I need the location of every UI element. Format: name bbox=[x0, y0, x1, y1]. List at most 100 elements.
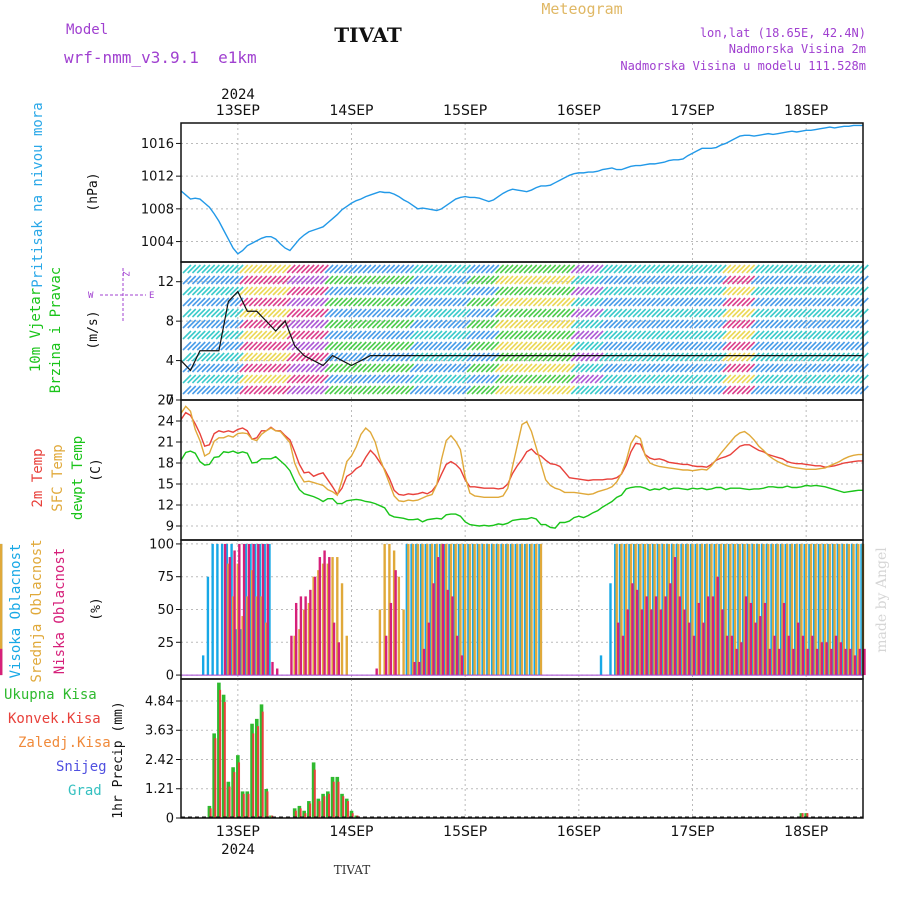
wind-barb bbox=[528, 341, 538, 351]
wind-barb bbox=[793, 308, 803, 318]
wind-barb bbox=[575, 308, 585, 318]
wind-barb bbox=[457, 286, 467, 296]
wind-barb bbox=[547, 297, 557, 307]
wind-barb bbox=[428, 275, 438, 285]
wind-barb bbox=[433, 275, 443, 285]
wind-barb bbox=[779, 319, 789, 329]
wind-barb bbox=[300, 374, 310, 384]
wind-barb bbox=[381, 275, 391, 285]
cloud-bar-high bbox=[855, 543, 858, 676]
cloud-bar-high bbox=[727, 543, 731, 676]
day-label-top: 16SEP bbox=[557, 103, 601, 119]
wind-barb bbox=[585, 319, 595, 329]
wind-barb bbox=[656, 297, 666, 307]
wind-barb bbox=[244, 352, 254, 362]
wind-barb bbox=[684, 330, 694, 340]
wind-barb bbox=[414, 330, 424, 340]
wind-barb bbox=[845, 330, 855, 340]
wind-barb bbox=[812, 352, 822, 362]
wind-barb bbox=[618, 264, 628, 274]
wind-barb bbox=[528, 297, 538, 307]
wind-barb bbox=[452, 341, 462, 351]
precip-bar-convective bbox=[261, 711, 264, 818]
wind-barb bbox=[248, 385, 258, 395]
wind-barb bbox=[262, 275, 273, 285]
wind-barb bbox=[802, 319, 812, 329]
wind-barb bbox=[670, 286, 680, 296]
wind-barb bbox=[267, 286, 277, 296]
cloud-bar-low bbox=[863, 648, 866, 676]
wind-barb bbox=[812, 319, 822, 329]
wind-barb bbox=[362, 264, 372, 274]
wind-barb bbox=[490, 374, 500, 384]
wind-barb bbox=[836, 352, 846, 362]
wind-barb bbox=[656, 275, 666, 285]
wind-barb bbox=[703, 319, 713, 329]
wind-barb bbox=[438, 297, 448, 307]
wind-barb bbox=[471, 374, 481, 384]
wind-barb bbox=[812, 297, 822, 307]
wind-barb bbox=[632, 264, 642, 274]
wind-barb bbox=[831, 330, 841, 340]
wind-barb bbox=[646, 297, 656, 307]
wind-barb bbox=[693, 363, 704, 373]
wind-barb bbox=[589, 297, 599, 307]
wind-barb bbox=[646, 275, 656, 285]
wind-barb bbox=[210, 352, 220, 362]
wind-barb bbox=[315, 264, 325, 274]
wind-barb bbox=[589, 308, 599, 318]
wind-barb bbox=[225, 352, 235, 362]
cloud-bar-mid bbox=[629, 543, 633, 676]
cloud-bar-high bbox=[505, 543, 508, 676]
cloud-bar-high bbox=[760, 543, 764, 676]
wind-barb bbox=[405, 352, 415, 362]
panels: 1004100810121016048129121518212427025507… bbox=[0, 122, 869, 827]
wind-barb bbox=[395, 286, 405, 296]
wind-barb bbox=[836, 297, 846, 307]
panel-frame bbox=[180, 678, 864, 819]
cloud-bar-high bbox=[779, 543, 783, 676]
wind-barb bbox=[821, 319, 831, 329]
cloud-bar-mid bbox=[449, 543, 453, 676]
wind-barb bbox=[750, 374, 760, 384]
wind-barb bbox=[854, 297, 865, 307]
wind-barb bbox=[746, 352, 756, 362]
wind-barb bbox=[679, 352, 689, 362]
wind-barb bbox=[836, 385, 846, 395]
wind-barb bbox=[561, 264, 571, 274]
wind-barb bbox=[348, 275, 358, 285]
wind-barb bbox=[760, 330, 770, 340]
cloud-bar-low bbox=[773, 635, 776, 676]
cloud-bar-mid bbox=[729, 543, 732, 676]
cloud-bar-mid bbox=[421, 543, 424, 676]
wind-barb bbox=[769, 374, 779, 384]
cloud-bar-high bbox=[860, 543, 863, 676]
cloud-bar-high bbox=[424, 543, 427, 676]
cloud-bar-low bbox=[455, 635, 459, 676]
wind-barb bbox=[807, 352, 817, 362]
wind-barb bbox=[423, 374, 434, 384]
wind-barb bbox=[764, 330, 775, 340]
wind-barb bbox=[414, 286, 424, 296]
wind-barb bbox=[414, 264, 424, 274]
wind-barb bbox=[291, 363, 301, 373]
precip-bar-convective bbox=[252, 733, 255, 818]
wind-barb bbox=[613, 308, 623, 318]
cloud-bar-mid bbox=[743, 543, 746, 676]
cloud-bar-low bbox=[261, 543, 265, 676]
wind-barb bbox=[632, 341, 642, 351]
wind-barb bbox=[712, 341, 723, 351]
wind-barb bbox=[291, 385, 301, 395]
wind-barb bbox=[594, 330, 604, 340]
cloud-bar-high bbox=[457, 543, 461, 676]
wind-barb bbox=[831, 341, 841, 351]
precip-bar-total bbox=[311, 762, 316, 818]
wind-barb bbox=[400, 385, 410, 395]
wind-barb bbox=[779, 330, 789, 340]
wind-barb bbox=[603, 363, 614, 373]
wind-barb bbox=[722, 374, 732, 384]
wind-barb bbox=[802, 352, 812, 362]
wind-barb bbox=[291, 286, 301, 296]
cloud-bar-high bbox=[770, 543, 773, 676]
wind-barb bbox=[551, 363, 561, 373]
